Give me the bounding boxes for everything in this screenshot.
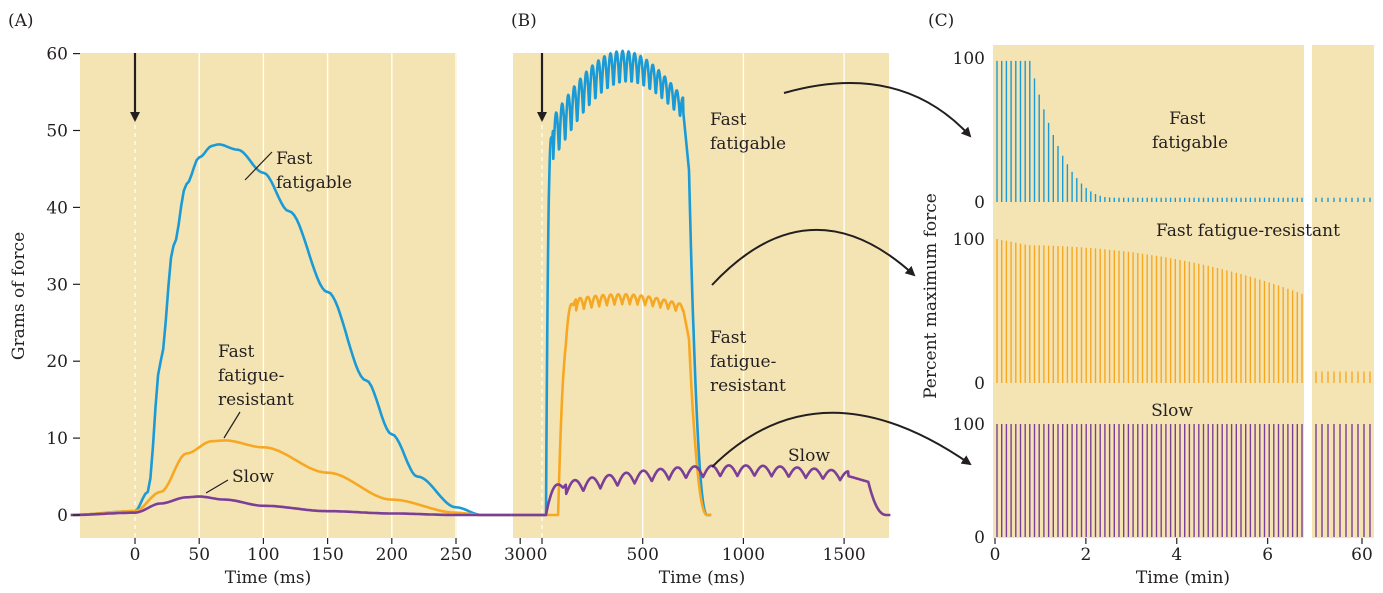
- annotation-line: fatigable: [1152, 133, 1228, 153]
- annotation-line: resistant: [218, 390, 294, 410]
- annotation-line: Fast fatigue-resistant: [1156, 221, 1340, 241]
- annotation-line: Fast: [1169, 109, 1206, 129]
- panel-b-annotation-fast-fatigable: Fast fatigable: [710, 110, 786, 154]
- panel-c-subplot-slow: [996, 424, 1371, 537]
- panel-a-annotation-fast-fatigue-resistant: Fast fatigue- resistant: [218, 342, 294, 410]
- panel-c-label: (C): [928, 11, 954, 31]
- panel-c-bars: [996, 60, 1371, 537]
- panel-a-x-ticks: 0 50 100 150 200 250 300: [130, 538, 536, 565]
- panel-b-plot-area: [513, 53, 889, 538]
- panel-a-plot-area: [80, 53, 457, 538]
- y-tick-label: 10: [46, 429, 68, 449]
- x-tick-label: 200: [376, 545, 408, 565]
- y-tick-label: 40: [46, 198, 68, 218]
- panel-c-annotation-fast-fatigue-resistant: Fast fatigue-resistant: [1156, 221, 1340, 241]
- annotation-line: Fast: [710, 110, 747, 130]
- annotation-line: fatigable: [276, 173, 352, 193]
- panel-b-x-axis-title: Time (ms): [659, 568, 745, 588]
- panel-c-x-ticks: 0 2 4 6 60: [990, 538, 1373, 565]
- annotation-line: Fast: [276, 149, 313, 169]
- panel-a-line-slow: [70, 495, 521, 517]
- panel-c-subplot-fast-fatigue-resistant: [996, 239, 1371, 383]
- y-tick-label: 20: [46, 352, 68, 372]
- y-tick-label: 30: [46, 275, 68, 295]
- panel-a-x-axis-title: Time (ms): [225, 568, 311, 588]
- panel-b: (B) 0 500 1000 1500 Time (ms) Fast fatigabl…: [510, 11, 892, 588]
- x-tick-label: 1000: [722, 545, 765, 565]
- y-tick-label: 60: [46, 45, 68, 65]
- annotation-line: Fast: [710, 328, 747, 348]
- panel-a-gridlines: [198, 53, 457, 538]
- panel-a-leader-fast-fatigable: [244, 151, 273, 181]
- y-tick-label: 0: [57, 506, 68, 526]
- panel-c-annotation-fast-fatigable: Fast fatigable: [1152, 109, 1228, 153]
- panel-c-y-axis-title: Percent maximum force: [921, 193, 941, 399]
- panel-c-y-ticks: 0 100 0 100 0 100: [953, 49, 985, 548]
- panel-b-x-ticks: 0 500 1000 1500: [537, 538, 866, 565]
- annotation-line: Slow: [788, 446, 830, 466]
- panel-b-annotation-slow: Slow: [788, 446, 830, 466]
- panel-c-x-axis-title: Time (min): [1136, 568, 1230, 588]
- annotation-line: Fast: [218, 342, 255, 362]
- annotation-line: resistant: [710, 376, 786, 396]
- panel-a-line-fast-fatigable: [70, 143, 521, 517]
- panel-b-series: [510, 49, 892, 517]
- panel-c-axis-break: [1304, 45, 1312, 538]
- annotation-line: Slow: [232, 467, 274, 487]
- annotation-line: fatigable: [710, 134, 786, 154]
- x-tick-label: 1500: [822, 545, 865, 565]
- panel-a-leader-fast-fatigue-resistant: [223, 411, 241, 439]
- x-tick-label: 0: [990, 545, 1001, 565]
- annotation-line: fatigue-: [710, 352, 776, 372]
- x-tick-label: 0: [537, 545, 548, 565]
- y-tick-label: 100: [953, 415, 985, 435]
- panel-a-annotation-slow: Slow: [232, 467, 274, 487]
- panel-a-label: (A): [8, 11, 34, 31]
- connector-arrows: [711, 82, 972, 468]
- annotation-line: fatigue-: [218, 366, 284, 386]
- x-tick-label: 6: [1262, 545, 1273, 565]
- y-tick-label: 0: [974, 374, 985, 394]
- connector-arrow-slow: [711, 411, 972, 468]
- panel-c: (C) 0 100 0 100 0 100 0 2 4 6 60 Time (min) Perce…: [921, 11, 1374, 588]
- panel-a-line-fast-fatigue-resistant: [70, 439, 521, 517]
- annotation-line: Slow: [1151, 401, 1193, 421]
- panel-c-subplot-fast-fatigable: [996, 60, 1371, 202]
- panel-a-series: [70, 143, 521, 517]
- panel-a-y-ticks: 0 10 20 30 40 50 60: [46, 45, 80, 526]
- panel-a-annotation-fast-fatigable: Fast fatigable: [276, 149, 352, 193]
- y-tick-label: 100: [953, 49, 985, 69]
- x-tick-label: 250: [440, 545, 472, 565]
- panel-a-y-axis-title: Grams of force: [9, 232, 29, 360]
- x-tick-label: 0: [130, 545, 141, 565]
- panel-b-line-slow: [510, 464, 892, 517]
- connector-arrow-fast-fatigue-resistant: [711, 228, 916, 286]
- panel-b-annotation-fast-fatigue-resistant: Fast fatigue- resistant: [710, 328, 786, 396]
- x-tick-label: 500: [626, 545, 658, 565]
- panel-a-leader-slow: [205, 479, 229, 494]
- x-tick-label: 4: [1171, 545, 1182, 565]
- panel-a: (A) 0 50 100 150 200 250 300 0 10 20 30 40 50 60 Tim…: [8, 11, 536, 588]
- x-tick-label: 50: [188, 545, 210, 565]
- connector-arrow-fast-fatigable: [783, 82, 972, 138]
- x-tick-label: 300: [504, 545, 536, 565]
- x-tick-label: 150: [311, 545, 343, 565]
- x-tick-label: 60: [1351, 545, 1373, 565]
- y-tick-label: 0: [974, 193, 985, 213]
- y-tick-label: 100: [953, 230, 985, 250]
- panel-c-annotation-slow: Slow: [1151, 401, 1193, 421]
- y-tick-label: 0: [974, 528, 985, 548]
- y-tick-label: 50: [46, 122, 68, 142]
- x-tick-label: 2: [1080, 545, 1091, 565]
- panel-b-label: (B): [511, 11, 537, 31]
- x-tick-label: 100: [247, 545, 279, 565]
